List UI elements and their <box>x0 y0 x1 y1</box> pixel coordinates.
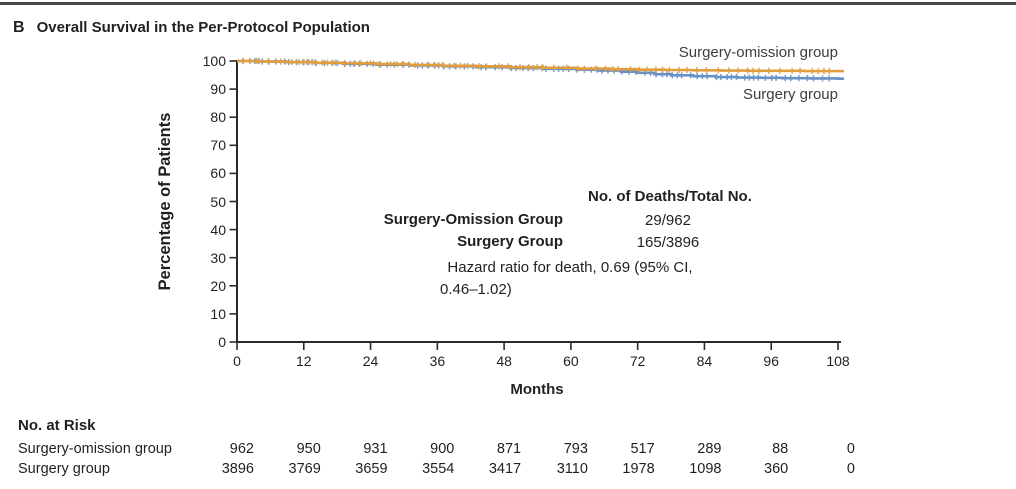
risk-value: 931 <box>363 441 388 457</box>
y-axis-title: Percentage of Patients <box>156 112 174 291</box>
x-tick-label-0: 0 <box>233 353 241 369</box>
x-tick-label-84: 84 <box>696 353 713 369</box>
y-tick-label-100: 100 <box>202 53 226 69</box>
risk-value: 3554 <box>422 461 455 477</box>
x-tick-label-108: 108 <box>826 353 850 369</box>
deaths-row-label-surgery-omission: Surgery-Omission Group <box>383 211 563 228</box>
deaths-row-value-surgery: 165/3896 <box>636 234 700 251</box>
hazard-ratio-text-line1: Hazard ratio for death, 0.69 (95% CI, <box>447 259 693 276</box>
y-tick-label-60: 60 <box>210 165 226 182</box>
risk-row-label-surgery-omission: Surgery-omission group <box>18 441 172 457</box>
x-tick-label-36: 36 <box>429 353 446 369</box>
risk-value: 793 <box>563 441 588 457</box>
risk-value: 3659 <box>355 461 388 477</box>
x-tick-label-24: 24 <box>362 353 379 369</box>
x-tick-label-60: 60 <box>563 353 579 369</box>
risk-value: 0 <box>846 441 855 457</box>
risk-value: 871 <box>496 441 522 457</box>
risk-value: 1098 <box>689 461 722 477</box>
deaths-row-value-surgery-omission: 29/962 <box>645 212 691 229</box>
risk-value: 0 <box>846 461 855 477</box>
risk-value: 88 <box>772 441 789 457</box>
risk-value: 360 <box>764 461 789 477</box>
panel-letter: B <box>13 19 25 36</box>
y-tick-label-30: 30 <box>210 249 226 266</box>
risk-value: 289 <box>697 441 722 457</box>
y-tick-label-80: 80 <box>210 109 226 126</box>
x-tick-label-72: 72 <box>629 353 646 369</box>
x-tick-label-96: 96 <box>763 353 779 369</box>
risk-row-label-surgery: Surgery group <box>18 461 110 477</box>
risk-table-title: No. at Risk <box>18 417 96 434</box>
y-tick-label-20: 20 <box>210 277 226 294</box>
y-tick-label-0: 0 <box>218 334 226 350</box>
risk-value: 3896 <box>221 461 254 477</box>
panel-title: B Overall Survival in the Per-Protocol Po… <box>13 19 370 37</box>
risk-value: 1978 <box>622 461 655 477</box>
x-tick-label-48: 48 <box>496 353 512 369</box>
curve-label-surgery-omission: Surgery-omission group <box>678 44 838 61</box>
risk-value: 962 <box>229 441 254 457</box>
deaths-row-label-surgery: Surgery Group <box>457 233 563 250</box>
risk-value: 3417 <box>488 461 522 477</box>
x-axis-title: Months <box>510 381 564 398</box>
survival-curve-surgery-omission <box>237 59 844 73</box>
panel-heading: Overall Survival in the Per-Protocol Pop… <box>36 19 370 36</box>
risk-value: 950 <box>296 441 321 457</box>
x-tick-label-12: 12 <box>295 353 312 369</box>
deaths-table-header: No. of Deaths/Total No. <box>588 188 752 205</box>
curve-label-surgery: Surgery group <box>742 86 838 103</box>
y-tick-label-50: 50 <box>210 193 226 210</box>
y-tick-label-70: 70 <box>210 137 226 154</box>
risk-value: 517 <box>630 441 655 457</box>
hazard-ratio-text-line2: 0.46–1.02) <box>440 281 512 298</box>
risk-value: 900 <box>430 441 455 457</box>
top-rule <box>0 2 1016 5</box>
risk-value: 3769 <box>288 461 321 477</box>
y-tick-label-10: 10 <box>210 305 226 322</box>
y-tick-label-40: 40 <box>210 221 226 238</box>
y-tick-label-90: 90 <box>210 81 226 98</box>
risk-value: 3110 <box>556 461 588 477</box>
